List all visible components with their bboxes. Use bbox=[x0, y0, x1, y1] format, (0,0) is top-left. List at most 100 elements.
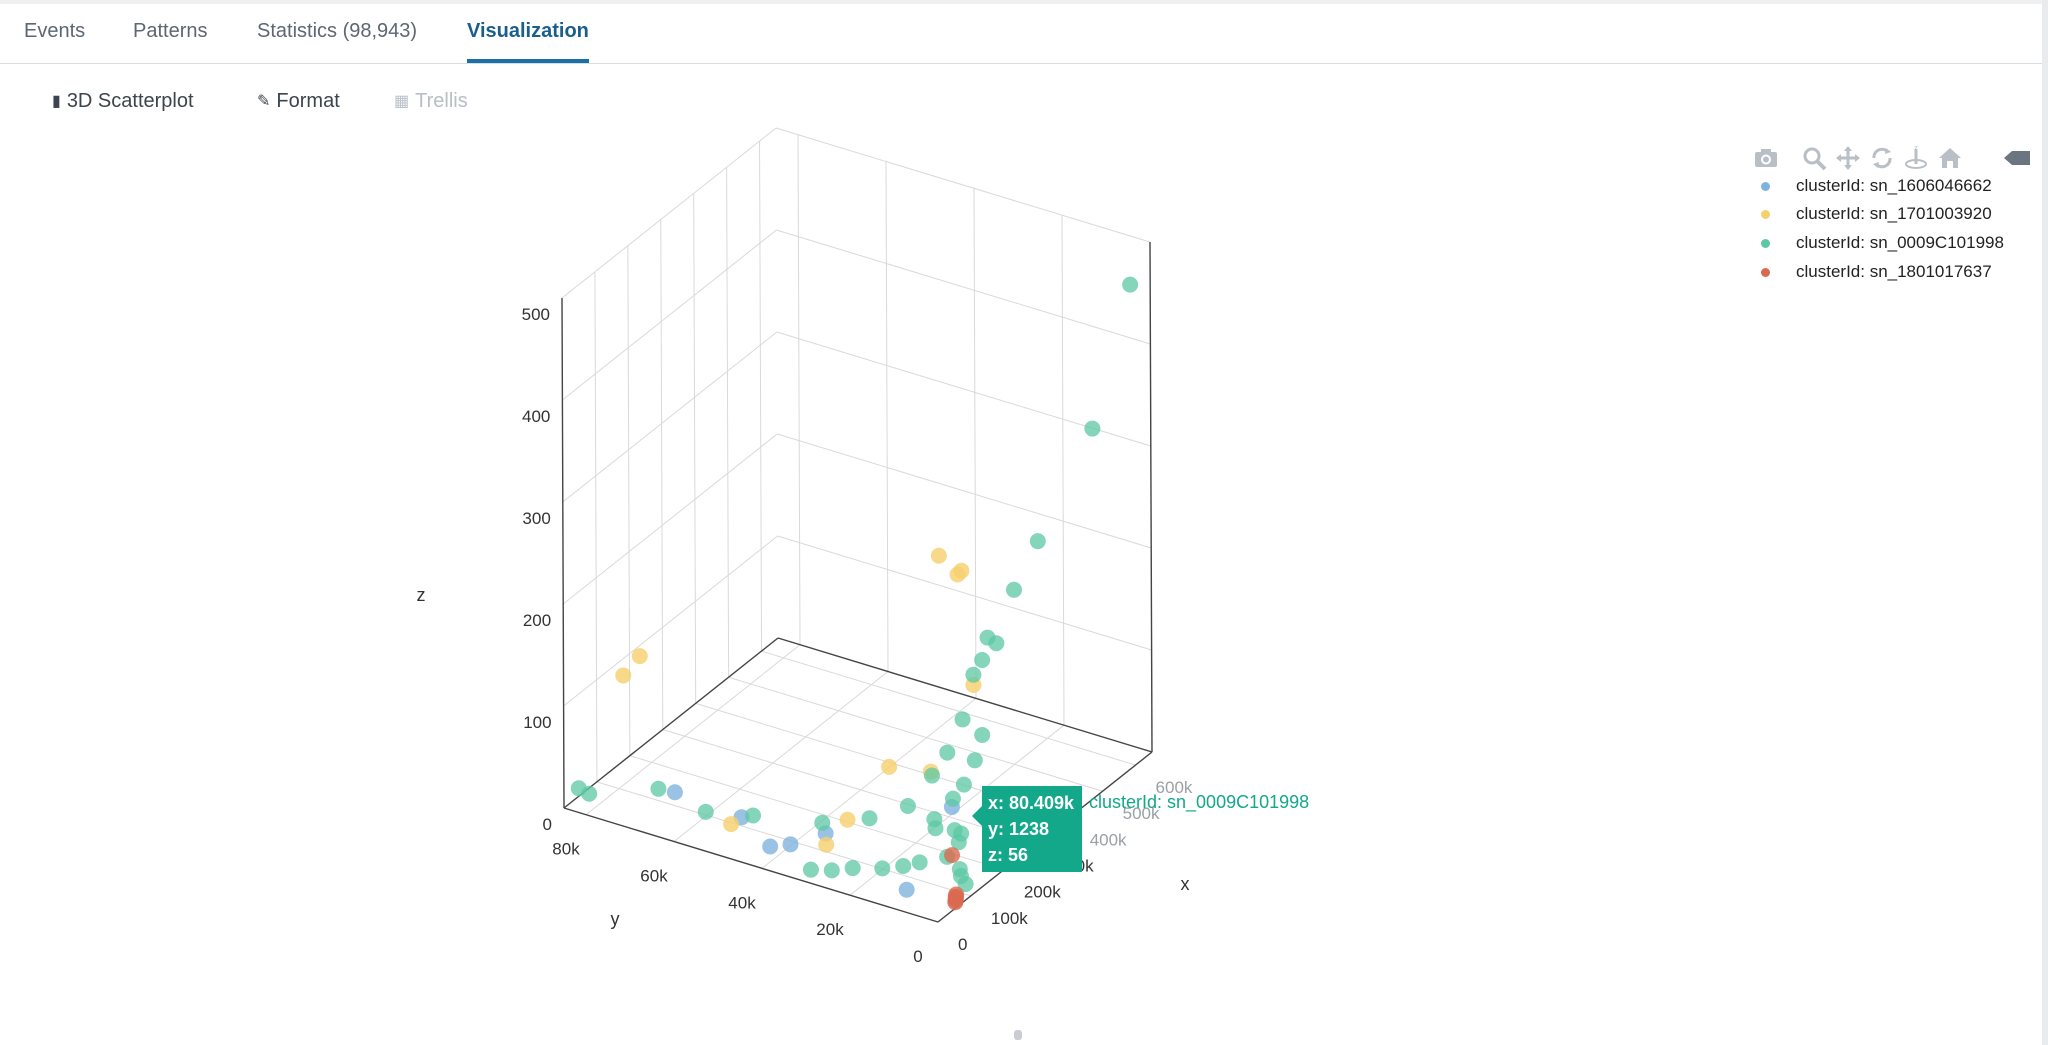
gridline bbox=[759, 141, 763, 652]
data-point[interactable] bbox=[1084, 420, 1101, 437]
data-point[interactable] bbox=[818, 836, 835, 853]
z-tick-label: 400 bbox=[522, 407, 550, 426]
data-point[interactable] bbox=[895, 858, 912, 875]
data-point[interactable] bbox=[650, 780, 667, 797]
data-point[interactable] bbox=[953, 562, 970, 579]
tab-statistics[interactable]: Statistics (98,943) bbox=[257, 20, 418, 42]
data-point[interactable] bbox=[953, 825, 970, 842]
data-point[interactable] bbox=[1122, 276, 1139, 293]
data-point[interactable] bbox=[762, 838, 779, 855]
top-border bbox=[0, 0, 2048, 4]
data-point[interactable] bbox=[974, 726, 991, 743]
x-axis-title: x bbox=[1181, 874, 1190, 894]
data-point[interactable] bbox=[823, 862, 840, 879]
y-tick-label: 60k bbox=[640, 867, 668, 886]
camera-icon[interactable] bbox=[1752, 144, 1780, 172]
data-point[interactable] bbox=[957, 876, 974, 893]
data-point[interactable] bbox=[874, 860, 891, 877]
tooltip-y: y: 1238 bbox=[988, 819, 1050, 839]
data-point[interactable] bbox=[881, 758, 898, 775]
tab-patterns[interactable]: Patterns bbox=[133, 20, 208, 42]
data-point[interactable] bbox=[926, 811, 943, 828]
tab-events[interactable]: Events bbox=[24, 20, 86, 42]
chart-type-button[interactable]: ▮ 3D Scatterplot bbox=[52, 86, 194, 116]
orbit-rotation-icon[interactable] bbox=[1868, 144, 1896, 172]
z-axis-line bbox=[561, 297, 565, 809]
gridline bbox=[594, 271, 598, 782]
data-point[interactable] bbox=[979, 629, 996, 646]
turntable-rotation-icon[interactable]: z bbox=[1902, 144, 1930, 172]
gridline bbox=[563, 535, 778, 707]
data-point[interactable] bbox=[965, 666, 982, 683]
legend-label: clusterId: sn_0009C101998 bbox=[1796, 233, 2004, 252]
gridline bbox=[660, 219, 664, 730]
trellis-button: ▦ Trellis bbox=[394, 86, 468, 116]
data-point[interactable] bbox=[839, 811, 856, 828]
y-axis-title: y bbox=[611, 909, 620, 929]
format-button[interactable]: ✎ Format bbox=[257, 86, 340, 116]
data-point[interactable] bbox=[697, 803, 714, 820]
data-point[interactable] bbox=[898, 881, 915, 898]
data-point[interactable] bbox=[1029, 533, 1046, 550]
data-point[interactable] bbox=[954, 711, 971, 728]
z-tick-label: 0 bbox=[543, 815, 552, 834]
z-tick-label: 300 bbox=[522, 509, 550, 528]
results-tab-bar: Events Patterns Statistics (98,943) Visu… bbox=[0, 4, 2042, 64]
data-point[interactable] bbox=[930, 547, 947, 564]
legend-item[interactable]: clusterId: sn_0009C101998 bbox=[1755, 231, 2035, 255]
data-point[interactable] bbox=[966, 752, 983, 769]
tooltip-z: z: 56 bbox=[988, 845, 1029, 865]
z-tick-label: 100 bbox=[523, 713, 551, 732]
data-point[interactable] bbox=[723, 816, 740, 833]
x-tick-label: 200k bbox=[1024, 883, 1061, 902]
gridline bbox=[562, 331, 778, 503]
data-point[interactable] bbox=[1005, 581, 1022, 598]
data-point[interactable] bbox=[948, 886, 965, 903]
gridline bbox=[596, 781, 972, 897]
data-point[interactable] bbox=[911, 854, 928, 871]
data-point[interactable] bbox=[939, 744, 956, 761]
gridline bbox=[973, 188, 977, 699]
data-point[interactable] bbox=[802, 861, 819, 878]
resize-handle[interactable] bbox=[1014, 1030, 1022, 1040]
data-point[interactable] bbox=[631, 648, 648, 665]
data-point[interactable] bbox=[955, 776, 972, 793]
x-tick-label: 0 bbox=[958, 935, 967, 954]
gridline bbox=[775, 127, 1151, 243]
gridline bbox=[761, 697, 977, 869]
data-point[interactable] bbox=[944, 847, 961, 864]
y-axis-line bbox=[563, 807, 939, 923]
data-point[interactable] bbox=[814, 814, 831, 831]
gridline bbox=[777, 433, 1152, 549]
x-tick-label: 600k bbox=[1156, 778, 1193, 797]
y-tick-label: 40k bbox=[728, 893, 756, 912]
z-tick-label: 200 bbox=[523, 611, 551, 630]
y-tick-label: 20k bbox=[816, 920, 844, 939]
data-point[interactable] bbox=[944, 790, 961, 807]
data-point[interactable] bbox=[666, 784, 683, 801]
y-tick-label: 80k bbox=[552, 840, 580, 859]
data-point[interactable] bbox=[844, 860, 861, 877]
tab-visualization[interactable]: Visualization bbox=[467, 4, 589, 63]
data-point[interactable] bbox=[782, 836, 799, 853]
data-point[interactable] bbox=[899, 797, 916, 814]
zoom-icon[interactable] bbox=[1800, 144, 1828, 172]
data-point[interactable] bbox=[615, 667, 632, 684]
data-point[interactable] bbox=[974, 651, 991, 668]
data-point[interactable] bbox=[745, 807, 762, 824]
x-tick-label: 100k bbox=[991, 909, 1028, 928]
legend-item[interactable]: clusterId: sn_1701003920 bbox=[1755, 202, 2035, 226]
legend-item[interactable]: clusterId: sn_1801017637 bbox=[1755, 260, 2035, 284]
format-label: Format bbox=[276, 90, 340, 112]
tooltip-toggle-icon[interactable] bbox=[2002, 144, 2030, 172]
data-point[interactable] bbox=[861, 810, 878, 827]
data-point[interactable] bbox=[570, 780, 587, 797]
pan-icon[interactable] bbox=[1834, 144, 1862, 172]
window-right-edge bbox=[2042, 0, 2048, 1045]
gridline bbox=[726, 167, 730, 678]
legend-item[interactable]: clusterId: sn_1606046662 bbox=[1755, 174, 2035, 198]
home-icon[interactable] bbox=[1936, 144, 1964, 172]
legend-label: clusterId: sn_1701003920 bbox=[1796, 204, 1992, 223]
data-point[interactable] bbox=[923, 767, 940, 784]
